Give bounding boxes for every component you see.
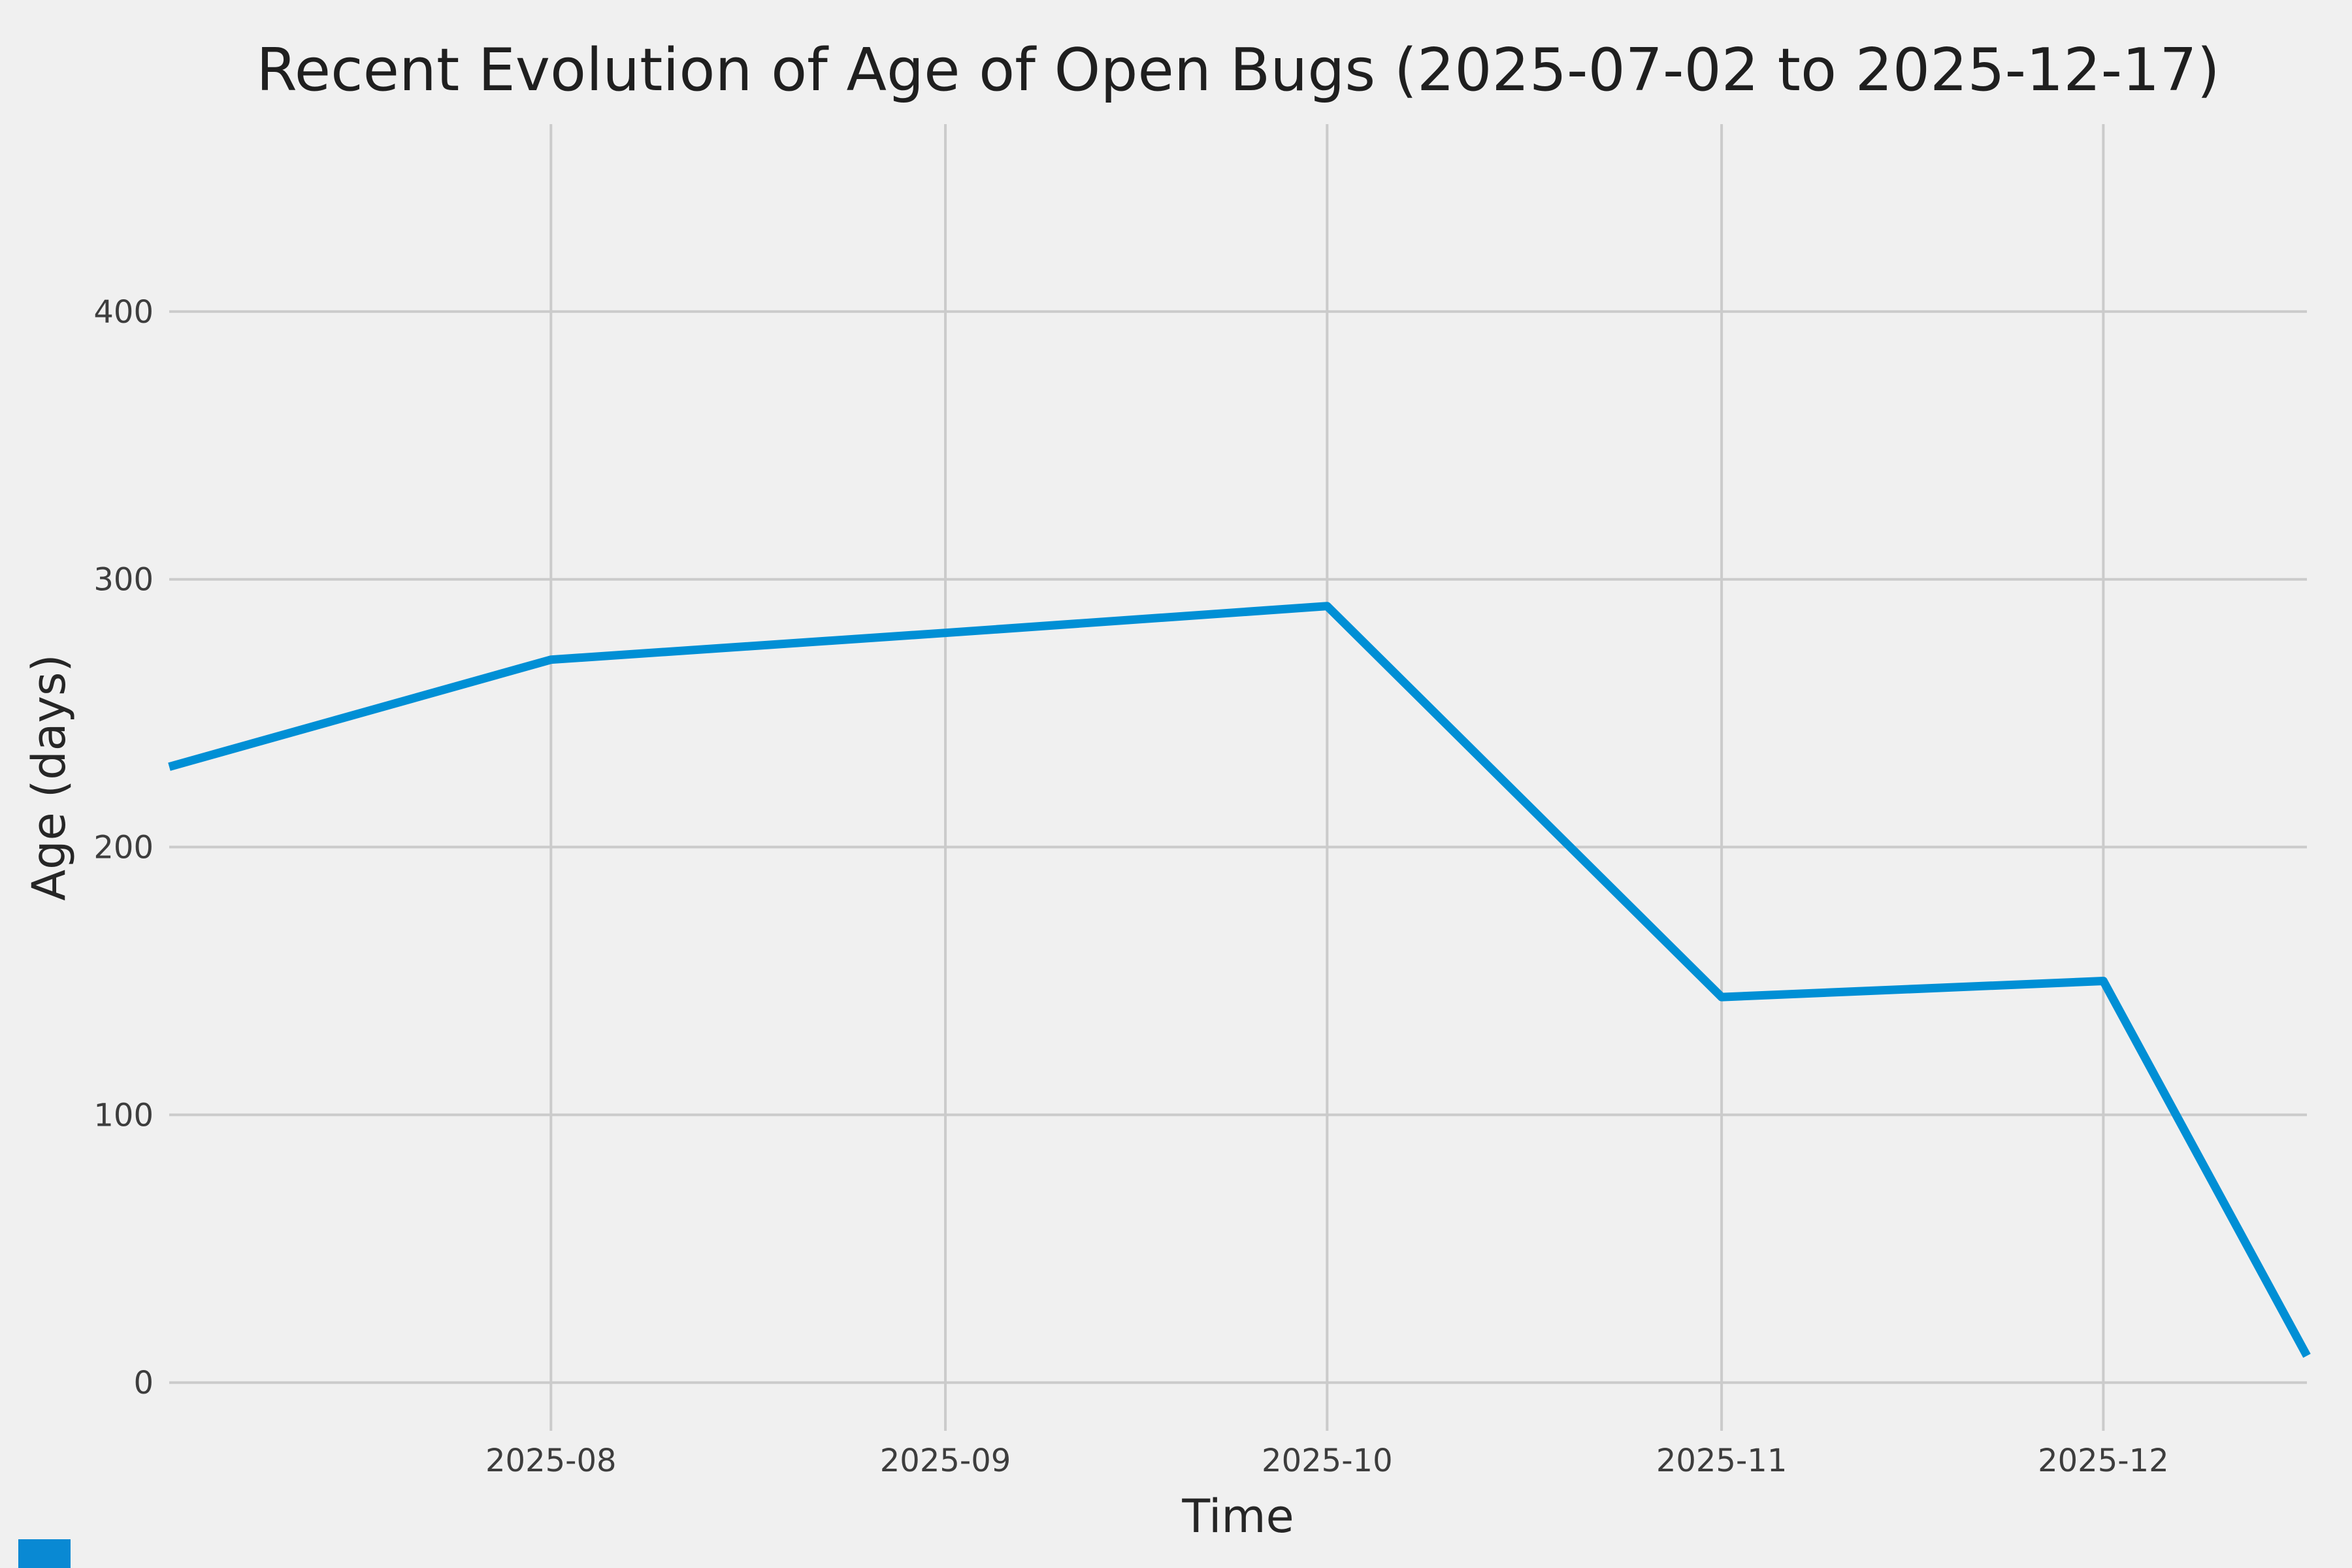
corner-mark [18,1539,71,1568]
x-tick-label-2025-09: 2025-09 [880,1443,1011,1479]
y-axis-label: Age (days) [22,654,76,901]
x-tick-label-2025-11: 2025-11 [1656,1443,1788,1479]
x-axis-label: Time [1182,1490,1294,1543]
y-tick-label-300: 300 [93,562,154,598]
data-line-age-of-open-bugs [168,602,2311,1358]
x-tick-label-2025-12: 2025-12 [2038,1443,2169,1479]
y-tick-label-0: 0 [133,1365,154,1401]
y-tick-label-400: 400 [93,294,154,331]
x-tick-label-2025-08: 2025-08 [485,1443,617,1479]
x-tick-label-2025-10: 2025-10 [1262,1443,1393,1479]
y-tick-label-100: 100 [93,1097,154,1134]
chart-title: Recent Evolution of Age of Open Bugs (20… [256,36,2220,105]
y-tick-label-200: 200 [93,830,154,866]
